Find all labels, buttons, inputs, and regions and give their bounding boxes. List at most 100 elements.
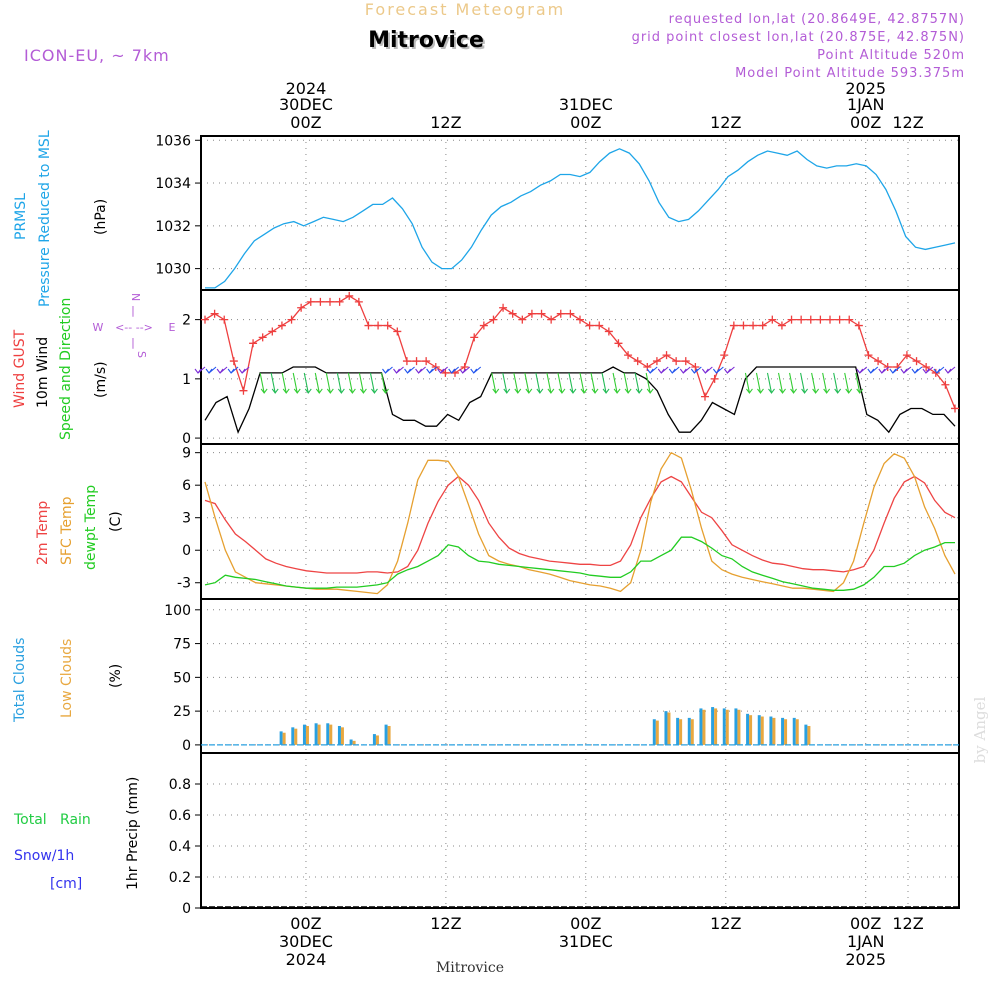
top-hour-label: 12Z (710, 113, 741, 132)
grid-point-location: grid point closest lon,lat (20.875E, 42.… (632, 30, 965, 45)
cloud-ytick-label: 75 (173, 637, 191, 653)
cloud-unit-label: (%) (108, 664, 124, 688)
wind-direction-arrow (668, 366, 680, 374)
cloud-low-bar (352, 740, 356, 745)
wind-direction-arrow (194, 366, 206, 374)
cloud-low-bar (807, 725, 811, 745)
wind-gust-marker (518, 315, 527, 324)
temp-panel-labels: 2m Temp SFC Temp dewpt Temp (C) (35, 485, 124, 570)
bottom-year-label: 2025 (845, 950, 886, 969)
point-altitude: Point Altitude 520m (817, 48, 965, 63)
wind-gust-marker (297, 303, 306, 312)
wind-gust-marker (787, 315, 796, 324)
wind-gust-marker (749, 321, 758, 330)
top-date-label: 30DEC (279, 95, 333, 114)
bottom-hour-label: 00Z (290, 914, 321, 933)
wind-direction-arrow (216, 366, 228, 374)
wind-gust-marker (287, 315, 296, 324)
wind-gust-marker (604, 327, 613, 336)
wind-direction-arrow (723, 366, 735, 374)
wind-gust-marker (835, 315, 844, 324)
wind-label-gust: Wind GUST (12, 329, 28, 408)
wind-direction-arrow (811, 372, 820, 394)
wind-direction-arrow (437, 366, 449, 374)
cloud-total-bar (746, 713, 750, 745)
wind-gust-marker (556, 309, 565, 318)
cloud-total-bar (711, 707, 715, 745)
temp-ytick-label: 0 (182, 543, 191, 559)
wind-direction-arrow (524, 372, 533, 394)
top-hour-label: 12Z (892, 113, 923, 132)
cloud-low-bar (340, 727, 344, 745)
cloud-total-bar (291, 727, 295, 745)
wind-label-10m: 10m Wind (35, 337, 51, 408)
wind-gust-marker (758, 321, 767, 330)
cloud-total-bar (314, 723, 318, 745)
wind-direction-arrow (712, 366, 724, 374)
cloud-total-bar (372, 734, 376, 745)
wind-gust-marker (710, 374, 719, 383)
cloud-low-bar (737, 709, 741, 745)
wind-direction-arrow (546, 372, 555, 394)
wind-gust-marker (768, 315, 777, 324)
cloud-ytick-label: 0 (182, 738, 191, 754)
wind-direction-arrow (933, 366, 945, 374)
bottom-hour-label: 12Z (892, 914, 923, 933)
wind-label-direction: Speed and Direction (58, 298, 74, 440)
wind-gust-marker (431, 363, 440, 371)
cloud-label-total: Total Clouds (12, 638, 28, 723)
cloud-low-bar (690, 719, 694, 745)
top-date-label: 1JAN (847, 95, 885, 114)
wind-gust-marker (277, 321, 286, 330)
wind-direction-arrow (358, 372, 367, 394)
compass-south: S (135, 351, 148, 358)
wind-direction-arrow (369, 372, 378, 394)
top-hour-label: 00Z (850, 113, 881, 132)
wind-panel-labels: Wind GUST 10m Wind Speed and Direction (… (12, 293, 176, 440)
wind-gust-marker (412, 357, 421, 366)
wind-direction-arrow (382, 366, 393, 374)
wind-gust-marker (499, 303, 508, 312)
wind-direction-arrow (645, 372, 654, 394)
wind-gust-marker (441, 368, 450, 377)
wind-direction-arrow (415, 366, 426, 374)
bottom-hour-label: 12Z (710, 914, 741, 933)
temp-series-sfc-temp (204, 451, 956, 595)
cloud-low-bar (305, 725, 309, 745)
compass-north: N (129, 293, 142, 301)
cloud-low-bar (714, 708, 718, 745)
wind-gust-marker (345, 291, 354, 300)
wind-gust-marker (691, 363, 700, 371)
pressure-ytick-label: 1034 (155, 176, 191, 192)
temp-unit-label: (C) (108, 511, 124, 532)
temp-ytick-label: 3 (182, 511, 191, 527)
pressure-panel-labels: PRMSL Pressure Reduced to MSL (hPa) (13, 130, 109, 307)
wind-gust-marker (364, 321, 373, 330)
temp-label-dewpt: dewpt Temp (83, 485, 99, 570)
cloud-low-bar (294, 728, 298, 745)
wind-direction-arrow (491, 372, 500, 394)
cloud-total-bar (349, 739, 353, 745)
wind-gust-marker (816, 315, 825, 324)
wind-direction-arrow (612, 372, 621, 394)
wind-gust-marker (316, 297, 325, 306)
wind-direction-arrow (878, 366, 890, 374)
wind-gust-marker (874, 357, 883, 366)
wind-gust-marker (239, 386, 248, 395)
wind-gust-marker (527, 309, 536, 318)
temp-label-2m: 2m Temp (35, 501, 51, 565)
wind-gust-marker (883, 363, 892, 371)
wind-direction-arrow (822, 372, 831, 394)
wind-direction-arrow (856, 366, 868, 374)
cloud-low-bar (795, 719, 799, 745)
bottom-date-label: 30DEC (279, 932, 333, 951)
wind-direction-arrow (292, 372, 301, 394)
footer-station: Mitrovice (436, 960, 504, 976)
wind-series-wind-gust (204, 295, 956, 409)
panel-cloud: 0 25 50 75 100 (164, 598, 960, 754)
wind-direction-arrow (502, 372, 511, 394)
cloud-total-bar (757, 715, 761, 745)
wind-direction-arrow (911, 366, 923, 374)
wind-direction-arrow (800, 372, 809, 394)
